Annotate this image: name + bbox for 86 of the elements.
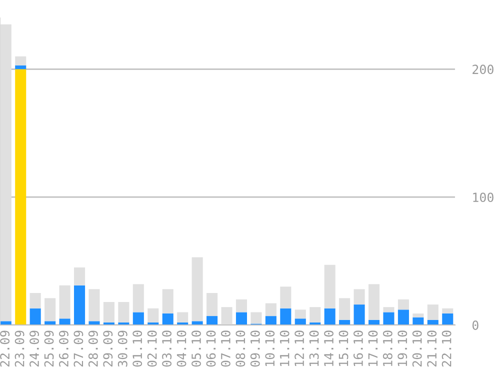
bar <box>30 293 41 308</box>
x-tick-label: 02.10 <box>147 330 157 367</box>
bar <box>310 307 321 322</box>
x-tick-label: 22.09 <box>0 330 10 367</box>
bar <box>368 284 380 320</box>
x-tick-label: 01.10 <box>132 330 142 367</box>
bar <box>0 321 12 325</box>
bar <box>294 310 306 319</box>
x-tick-label: 09.10 <box>250 330 260 367</box>
bar <box>192 321 203 325</box>
bar <box>265 303 276 316</box>
bar <box>59 318 70 325</box>
bar <box>44 298 56 322</box>
bar <box>383 307 394 312</box>
y-tick-label: 200 <box>472 64 494 74</box>
bar <box>103 302 114 322</box>
bar <box>442 313 454 325</box>
bar <box>88 321 100 325</box>
bar <box>442 308 454 314</box>
bar <box>192 257 203 322</box>
bar <box>59 285 70 319</box>
bar <box>177 312 188 322</box>
bar <box>44 321 56 325</box>
x-tick-label: 26.09 <box>58 330 68 367</box>
bar <box>15 56 26 66</box>
x-tick-label: 08.10 <box>236 330 246 367</box>
x-tick-label: 30.09 <box>118 330 128 367</box>
x-tick-label: 16.10 <box>353 330 363 366</box>
x-tick-label: 18.10 <box>382 330 392 366</box>
x-tick-label: 21.10 <box>427 330 437 367</box>
x-tick-label: 12.10 <box>294 330 304 366</box>
bar <box>74 285 86 325</box>
bar <box>118 302 130 322</box>
bar <box>294 318 306 325</box>
bar <box>265 316 276 325</box>
x-tick-label: 17.10 <box>368 330 378 366</box>
x-tick-label: 05.10 <box>192 330 201 367</box>
bar <box>236 299 248 312</box>
bar <box>74 267 86 286</box>
bar <box>427 304 438 320</box>
bar <box>15 69 26 325</box>
x-tick-label: 28.09 <box>88 330 98 367</box>
bar <box>280 308 292 325</box>
bar <box>339 298 350 320</box>
bar <box>132 284 144 312</box>
bar <box>324 264 336 308</box>
bar <box>383 312 394 325</box>
bar <box>132 312 144 325</box>
bar <box>398 299 409 310</box>
x-tick-label: 29.09 <box>103 330 113 367</box>
x-tick-label: 10.10 <box>265 330 275 366</box>
bar <box>412 313 424 318</box>
y-tick-label: 100 <box>473 192 494 202</box>
bar <box>30 308 41 325</box>
x-tick-label: 19.10 <box>398 330 408 366</box>
x-tick-label: 22.10 <box>442 330 452 367</box>
x-tick-label: 15.10 <box>338 330 348 366</box>
bar <box>162 313 174 325</box>
bar <box>412 317 424 325</box>
bar <box>324 308 336 325</box>
bar <box>398 310 409 325</box>
x-tick-label: 23.09 <box>14 330 24 367</box>
bar <box>162 289 174 314</box>
y-tick-label: 0 <box>472 320 478 330</box>
x-tick-label: 20.10 <box>412 330 422 367</box>
bar <box>221 307 232 325</box>
bar <box>148 308 159 322</box>
x-tick-label: 24.09 <box>30 330 39 367</box>
bar <box>354 304 365 325</box>
x-tick-label: 03.10 <box>162 330 172 367</box>
bar <box>88 289 100 322</box>
bar <box>250 312 262 324</box>
x-tick-label: 14.10 <box>324 330 334 366</box>
bar <box>206 316 218 325</box>
bar <box>236 312 248 325</box>
x-tick-label: 06.10 <box>206 330 216 367</box>
bar <box>206 293 218 316</box>
x-tick-label: 27.09 <box>74 330 84 367</box>
x-tick-label: 04.10 <box>176 330 186 367</box>
bar <box>15 65 26 70</box>
x-tick-label: 07.10 <box>220 330 230 367</box>
bar <box>280 286 292 308</box>
x-tick-label: 13.10 <box>309 330 319 366</box>
x-tick-label: 11.10 <box>280 330 290 366</box>
x-tick-label: 25.09 <box>44 330 54 367</box>
bar <box>354 289 365 305</box>
